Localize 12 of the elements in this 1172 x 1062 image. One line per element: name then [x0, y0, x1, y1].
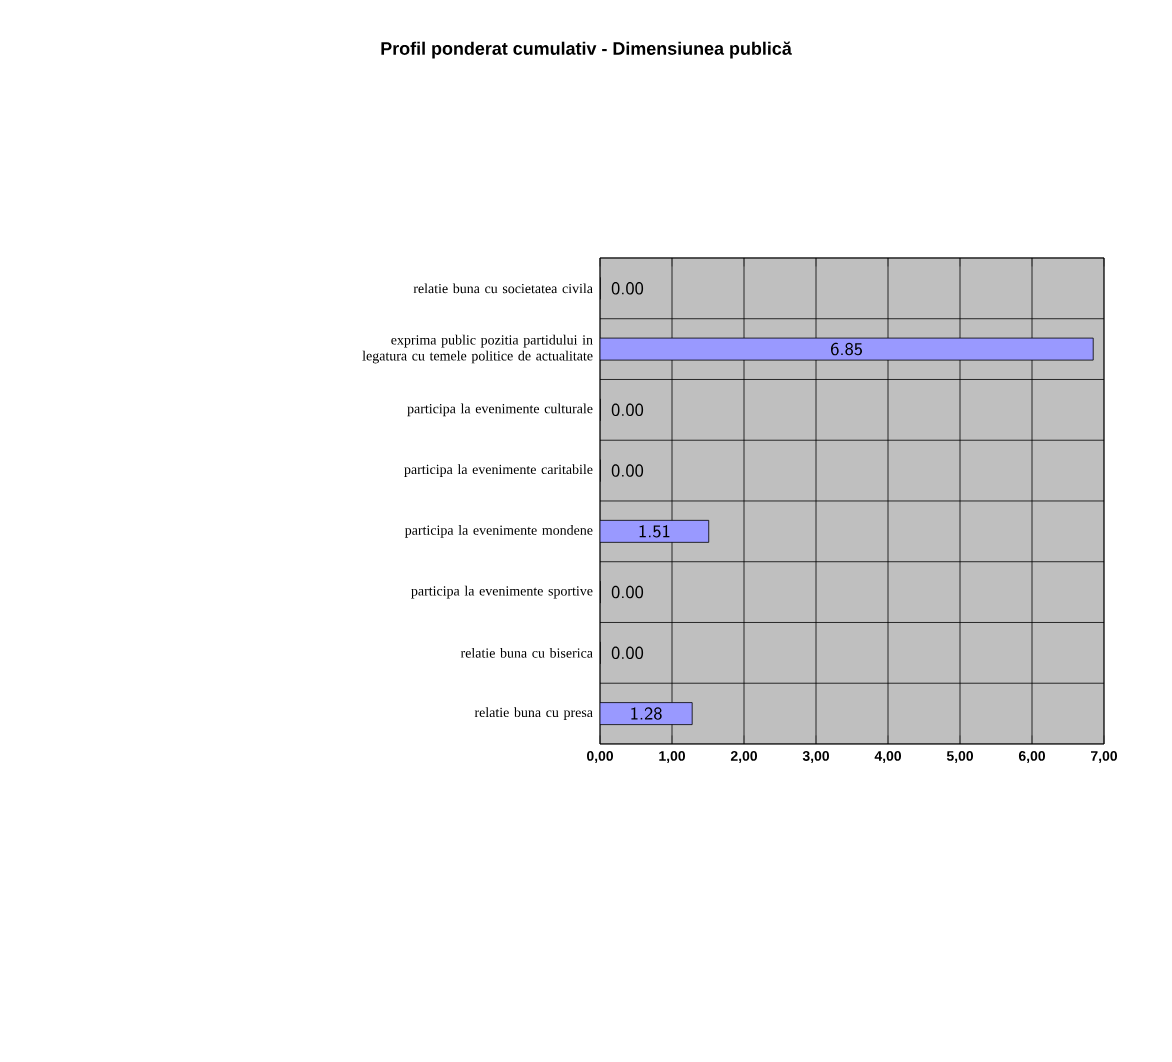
data-label: 0.00	[611, 585, 644, 599]
chart-title: Profil ponderat cumulativ - Dimensiunea publică	[381, 41, 792, 59]
bar	[600, 519, 710, 543]
data-label: 6.85	[831, 342, 863, 356]
bar	[600, 702, 693, 725]
data-label: 1.51	[639, 525, 670, 538]
data-label: 0.00	[611, 646, 644, 660]
bar	[600, 337, 1094, 361]
data-label: 1.28	[631, 707, 662, 720]
data-label: 0.00	[611, 464, 644, 477]
data-label: 0.00	[611, 403, 644, 417]
data-label: 0.00	[611, 282, 644, 295]
